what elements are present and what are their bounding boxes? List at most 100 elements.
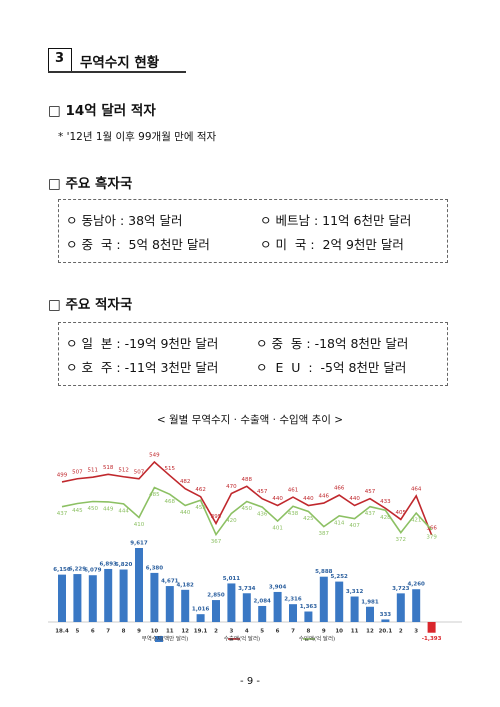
bar-label: 5,888 <box>315 569 333 575</box>
bar-label: 2,850 <box>207 593 225 599</box>
line-label: 437 <box>365 511 376 517</box>
x-tick-label: 2 <box>214 629 218 635</box>
bar <box>88 575 97 622</box>
x-tick-label: 11 <box>351 629 359 635</box>
bar-label: 4,260 <box>407 582 425 588</box>
x-tick-label: 6 <box>91 629 95 635</box>
line-label: 440 <box>180 510 191 516</box>
bar-label: 3,734 <box>238 586 256 592</box>
x-tick-label: 5 <box>75 629 79 635</box>
line-label: 444 <box>118 508 129 514</box>
bar-label: 2,084 <box>253 598 271 604</box>
line-label: 453 <box>195 505 206 511</box>
line-label: 462 <box>195 487 206 493</box>
x-tick-label: 12 <box>366 629 374 635</box>
x-tick-label: 8 <box>122 629 126 635</box>
surplus-item: ㅇ 동남아 : 38억 달러 <box>66 213 183 228</box>
line-label: 466 <box>334 486 345 492</box>
bar-label: 2,316 <box>284 597 302 603</box>
line-label: 367 <box>211 539 222 545</box>
bar-label: 1,363 <box>300 604 318 610</box>
line-label: 518 <box>103 465 114 471</box>
bar-label: 4,671 <box>161 579 179 585</box>
line-label: 407 <box>349 523 360 529</box>
legend-label: 무역수지(백만 달러) <box>142 635 189 643</box>
section-number: 3 <box>55 51 65 66</box>
bar <box>58 574 66 622</box>
deficit-item: ㅇ E U : -5억 8천만 달러 <box>256 360 407 375</box>
x-tick-label: 3 <box>414 629 418 635</box>
bar <box>304 611 313 622</box>
line-label: 440 <box>272 496 283 502</box>
bar <box>73 574 82 622</box>
page-number: - 9 - <box>240 676 260 687</box>
x-tick-label: 6 <box>276 629 280 635</box>
x-tick-label: 12 <box>181 629 189 635</box>
line-label: 488 <box>242 477 253 483</box>
x-tick-label: 8 <box>306 629 310 635</box>
bar-label: 333 <box>380 612 392 618</box>
line-label: 387 <box>319 531 330 537</box>
bar <box>104 568 113 622</box>
x-tick-label: 10 <box>151 629 159 635</box>
bar <box>289 604 297 622</box>
bar-label: 6,156 <box>53 567 71 573</box>
line-label: 425 <box>303 516 314 522</box>
line-label: 436 <box>257 512 268 518</box>
line-label: 410 <box>134 522 145 528</box>
bar <box>319 576 328 622</box>
line-label: 457 <box>365 489 376 495</box>
bar <box>212 600 220 622</box>
legend-label: 수입액(억 달러) <box>299 635 335 643</box>
line <box>61 486 433 537</box>
line-label: 440 <box>303 496 314 502</box>
deficit-box <box>58 322 448 386</box>
bar-label: 5,011 <box>223 576 241 582</box>
x-tick-label: 7 <box>291 629 295 635</box>
line-label: 507 <box>134 469 145 475</box>
line-label: 428 <box>380 515 391 521</box>
line-label: 457 <box>257 489 268 495</box>
bar <box>181 589 190 622</box>
bar <box>396 593 405 622</box>
deficit-item: ㅇ 호 주 : -11억 3천만 달러 <box>66 360 219 375</box>
bar-label: 1,016 <box>192 607 210 613</box>
legend-swatch <box>155 636 163 642</box>
x-tick-label: 3 <box>229 629 233 635</box>
deficit-heading: □ 주요 적자국 <box>48 297 133 313</box>
x-tick-label: 20.1 <box>379 629 393 635</box>
bar-label: 3,723 <box>392 586 410 592</box>
bar-label: 6,820 <box>115 562 133 568</box>
bar <box>196 614 205 622</box>
line-label: 511 <box>88 468 99 474</box>
bar-label: 3,904 <box>269 584 287 590</box>
surplus-item: ㅇ 베트남 : 11억 6천만 달러 <box>260 213 412 228</box>
line-label: 366 <box>426 526 437 532</box>
bar <box>242 593 251 622</box>
line-label: 482 <box>180 479 191 485</box>
line-label: 515 <box>165 466 176 472</box>
surplus-item: ㅇ 중 국 : 5억 8천만 달러 <box>66 237 210 252</box>
line-label: 421 <box>411 518 422 524</box>
line-label: 470 <box>226 484 237 490</box>
x-tick-label: 7 <box>106 629 110 635</box>
x-tick-label: 11 <box>166 629 174 635</box>
bar-label: -1,393 <box>422 636 442 642</box>
note: * '12년 1월 이후 99개월 만에 적자 <box>58 131 217 143</box>
bar <box>350 596 359 622</box>
bar <box>427 622 436 633</box>
line-label: 549 <box>149 453 160 459</box>
line-label: 450 <box>88 506 99 512</box>
bar <box>366 606 374 622</box>
bar <box>165 586 174 622</box>
bar <box>135 548 143 622</box>
x-tick-label: 19.1 <box>194 629 208 635</box>
line-label: 485 <box>149 492 160 498</box>
bar <box>381 619 390 622</box>
bar-label: 6,893 <box>99 561 117 567</box>
line-label: 450 <box>242 506 253 512</box>
line-label: 446 <box>319 494 330 500</box>
x-tick-label: 10 <box>335 629 343 635</box>
bar <box>258 605 267 622</box>
